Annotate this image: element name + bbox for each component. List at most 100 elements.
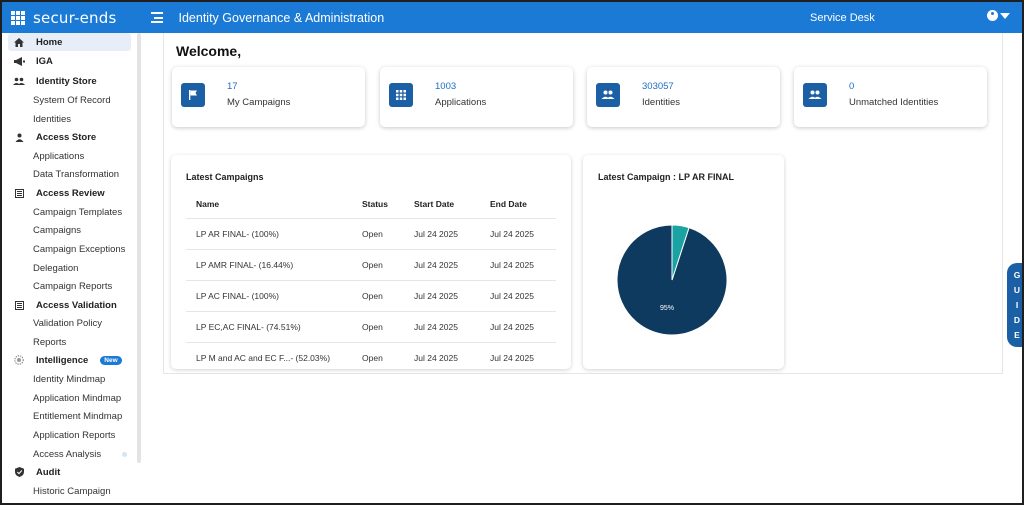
sidebar-item-label: Identities [33, 113, 72, 125]
stat-value: 1003 [435, 81, 457, 92]
latest-campaigns-panel: Latest Campaigns Name Status Start Date … [171, 155, 571, 373]
sidebar-item-identities[interactable]: Identities [8, 110, 131, 128]
welcome-heading: Welcome, [176, 43, 242, 59]
end-date-cell: Jul 24 2025 [480, 248, 556, 280]
stat-value: 17 [227, 81, 238, 92]
stat-card-identities[interactable]: 303057 Identities [587, 67, 780, 127]
campaign-name-cell[interactable]: LP M and AC and EC F...- (52.03%) [186, 341, 352, 373]
list-icon [12, 188, 26, 198]
stat-value: 0 [849, 81, 855, 92]
column-header-name[interactable]: Name [196, 198, 220, 209]
sidebar-item-label: Access Validation [36, 299, 117, 311]
campaign-name-cell[interactable]: LP AC FINAL- (100%) [186, 279, 352, 311]
sidebar: Home IGA Identity Store System Of Record Ide… [2, 33, 139, 503]
end-date-cell: Jul 24 2025 [480, 279, 556, 311]
table-row[interactable]: LP AC FINAL- (100%) Open Jul 24 2025 Jul… [186, 279, 556, 311]
sidebar-item-label: Identity Mindmap [33, 373, 106, 385]
person-icon [12, 133, 26, 142]
sidebar-item-delegation[interactable]: Delegation [8, 259, 131, 277]
campaigns-table: Name Status Start Date End Date LP AR FI… [186, 190, 556, 373]
sidebar-item-application-reports[interactable]: Application Reports [8, 426, 131, 444]
stat-label: Applications [435, 97, 487, 108]
campaign-name-cell[interactable]: LP AR FINAL- (100%) [186, 217, 352, 249]
list-icon [12, 300, 26, 310]
campaign-name-cell[interactable]: LP EC,AC FINAL- (74.51%) [186, 310, 352, 342]
sidebar-item-access-store[interactable]: Access Store [8, 128, 131, 146]
table-header-row: Name Status Start Date End Date [186, 190, 556, 218]
guide-letter: I [1015, 300, 1019, 310]
sidebar-item-audit[interactable]: Audit [8, 463, 131, 481]
sidebar-item-label: Access Store [36, 131, 97, 143]
column-header-end-date[interactable]: End Date [490, 198, 527, 209]
guide-letter: U [1013, 285, 1021, 295]
new-badge: New [100, 355, 122, 365]
sidebar-item-reports[interactable]: Reports [8, 333, 131, 351]
sidebar-item-data-transformation[interactable]: Data Transformation [8, 165, 131, 183]
table-row[interactable]: LP M and AC and EC F...- (52.03%) Open J… [186, 341, 556, 373]
sidebar-item-label: Campaigns [33, 224, 82, 236]
column-header-status[interactable]: Status [362, 198, 388, 209]
column-header-start-date[interactable]: Start Date [414, 198, 455, 209]
sidebar-item-access-validation[interactable]: Access Validation [8, 296, 131, 314]
app-title: Identity Governance & Administration [178, 10, 385, 25]
sidebar-item-campaign-reports[interactable]: Campaign Reports [8, 277, 131, 295]
sidebar-item-label: Campaign Exceptions [33, 243, 126, 255]
latest-campaign-chart-panel: Latest Campaign : LP AR FINAL 95% [583, 155, 784, 369]
guide-letter: E [1014, 330, 1020, 340]
user-menu[interactable] [987, 10, 1010, 21]
table-row[interactable]: LP AMR FINAL- (16.44%) Open Jul 24 2025 … [186, 248, 556, 280]
people-icon [803, 83, 827, 107]
end-date-cell: Jul 24 2025 [480, 310, 556, 342]
stat-card-campaigns[interactable]: 17 My Campaigns [172, 67, 365, 127]
pie-data-label: 95% [660, 305, 674, 312]
sidebar-item-validation-policy[interactable]: Validation Policy [8, 314, 131, 332]
sidebar-item-iga[interactable]: IGA [8, 52, 131, 70]
sidebar-item-access-analysis[interactable]: Access Analysis [8, 445, 131, 463]
table-row[interactable]: LP EC,AC FINAL- (74.51%) Open Jul 24 202… [186, 310, 556, 342]
menu-toggle-icon[interactable] [150, 12, 163, 23]
sidebar-item-identity-store[interactable]: Identity Store [8, 72, 131, 90]
sidebar-item-system-of-record[interactable]: System Of Record [8, 91, 131, 109]
sidebar-item-home[interactable]: Home [8, 33, 131, 51]
sidebar-item-label: Delegation [33, 262, 79, 274]
stat-label: Identities [642, 97, 681, 108]
sidebar-item-applications[interactable]: Applications [8, 147, 131, 165]
sidebar-item-label: Audit [36, 466, 61, 478]
sidebar-item-access-review[interactable]: Access Review [8, 184, 131, 202]
campaign-name-cell[interactable]: LP AMR FINAL- (16.44%) [186, 248, 352, 280]
sidebar-item-campaign-templates[interactable]: Campaign Templates [8, 203, 131, 221]
sidebar-item-application-mindmap[interactable]: Application Mindmap [8, 389, 131, 407]
pie-slice[interactable] [671, 224, 690, 281]
start-date-cell: Jul 24 2025 [404, 310, 480, 342]
sidebar-item-label: Historic Campaign [33, 485, 111, 497]
sidebar-item-historic-campaign[interactable]: Historic Campaign [8, 482, 131, 500]
people-icon [596, 83, 620, 107]
service-desk-link[interactable]: Service Desk [810, 12, 875, 24]
sidebar-item-label: Access Review [36, 187, 105, 199]
table-row[interactable]: LP AR FINAL- (100%) Open Jul 24 2025 Jul… [186, 217, 556, 249]
sidebar-item-label: IGA [36, 55, 53, 67]
sidebar-item-intelligence[interactable]: Intelligence New [8, 351, 131, 369]
sidebar-item-identity-mindmap[interactable]: Identity Mindmap [8, 370, 131, 388]
stat-label: Unmatched Identities [849, 97, 939, 108]
sidebar-item-campaigns[interactable]: Campaigns [8, 221, 131, 239]
sidebar-item-campaign-exceptions[interactable]: Campaign Exceptions [8, 240, 131, 258]
apps-grid-icon[interactable] [11, 10, 25, 25]
start-date-cell: Jul 24 2025 [404, 341, 480, 373]
sidebar-item-entitlement-mindmap[interactable]: Entitlement Mindmap [8, 407, 131, 425]
user-icon[interactable] [987, 10, 998, 21]
shield-icon [12, 467, 26, 477]
stat-card-applications[interactable]: 1003 Applications [380, 67, 573, 127]
sidebar-item-label: Application Mindmap [33, 392, 122, 404]
stat-card-unmatched[interactable]: 0 Unmatched Identities [794, 67, 987, 127]
sidebar-item-label: Identity Store [36, 75, 97, 87]
sidebar-item-label: Campaign Templates [33, 206, 123, 218]
end-date-cell: Jul 24 2025 [480, 217, 556, 249]
chevron-down-icon[interactable] [1000, 12, 1010, 19]
sidebar-item-label: Reports [33, 336, 67, 348]
status-cell: Open [352, 248, 404, 280]
panel-title: Latest Campaigns [186, 172, 264, 182]
sidebar-scrollbar[interactable] [137, 33, 141, 463]
